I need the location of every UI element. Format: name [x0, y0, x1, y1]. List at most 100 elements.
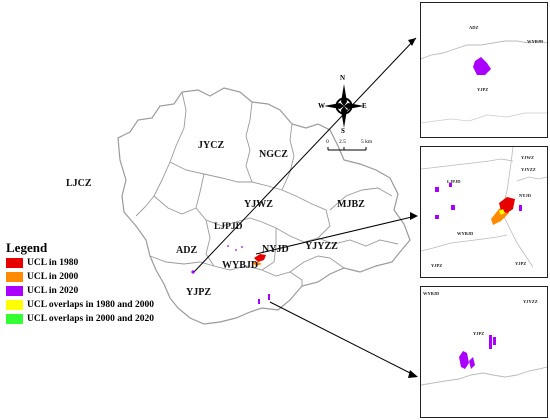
inset-middle-ucl-patch-5 — [519, 205, 522, 211]
inset-map-adz-drawing — [421, 40, 547, 124]
region-label-jycz: JYCZ — [198, 140, 225, 151]
inset-bottom-ucl-patch-3 — [489, 335, 492, 349]
ucl-patch-ljpjd-3 — [241, 246, 243, 248]
north-arrow-icon — [324, 84, 364, 128]
region-label-nyjd: NYJD — [262, 244, 289, 255]
ucl-patch-yjpz-1 — [258, 299, 260, 304]
district-boundary-jycz-south — [169, 161, 283, 191]
inset-map-nyjd-drawing — [421, 147, 547, 268]
legend-label-ucl-1980: UCL in 1980 — [27, 258, 79, 268]
inset-middle-boundary-east — [516, 176, 547, 182]
region-label-ngcz: NGCZ — [259, 149, 288, 160]
compass-west-label: W — [318, 102, 325, 110]
inset-map-nyjd: YJWZ YJYZZ LJPJD NYJD WYBJD YJPZ YJPZ — [420, 146, 548, 278]
scale-label-zero: 0 — [326, 139, 329, 145]
legend-item-ucl-2020: UCL in 2020 — [6, 285, 78, 297]
inset-middle-ucl-patch-overlap — [499, 209, 505, 215]
district-boundary-nyjd — [261, 269, 303, 286]
inset-middle-label-yjwz: YJWZ — [521, 155, 535, 160]
inset-bottom-boundary — [421, 366, 547, 386]
compass-east-label: E — [362, 102, 367, 110]
district-boundary-mjbz — [329, 187, 393, 211]
region-label-yjwz: YJWZ — [244, 199, 273, 210]
compass-north-label: N — [340, 74, 346, 82]
legend-swatch-ucl-2000 — [6, 272, 23, 282]
ucl-patch-ljpjd-1 — [227, 245, 229, 247]
region-label-yjyzz: YJYZZ — [305, 241, 338, 252]
ucl-patch-nyjd-1980 — [254, 254, 266, 262]
leader-arrow-top — [408, 38, 416, 46]
district-boundary-wybjd — [205, 219, 277, 271]
inset-middle-label-yjyzz: YJYZZ — [521, 167, 536, 172]
legend-label-overlap-1980-2000: UCL overlaps in 1980 and 2000 — [27, 300, 154, 310]
inset-map-adz: ADZ WYBJD YJPZ — [420, 2, 548, 138]
district-boundary-ngcz-east — [281, 123, 295, 191]
district-boundary-yjwz — [281, 189, 331, 239]
inset-middle-boundary-north — [421, 158, 514, 170]
legend-title: Legend — [6, 240, 48, 255]
leader-arrow-bottom — [408, 370, 418, 378]
legend-swatch-overlap-1980-2000 — [6, 300, 23, 310]
leader-line-top — [193, 37, 417, 273]
legend-item-ucl-1980: UCL in 1980 — [6, 257, 78, 269]
region-label-ljpjd: LJPJD — [214, 222, 243, 232]
scale-bar — [327, 147, 367, 151]
inset-middle-ucl-patch-4 — [435, 215, 439, 219]
district-boundary-yjpz — [149, 255, 215, 267]
inset-middle-ucl-patch-3 — [451, 205, 455, 210]
inset-top-boundary — [421, 40, 547, 60]
region-label-ljcz: LJCZ — [66, 178, 92, 189]
leader-line-middle — [255, 215, 417, 255]
inset-top-label-yjpz: YJPZ — [477, 87, 489, 92]
legend-swatch-ucl-1980 — [6, 258, 23, 268]
inset-middle-ucl-patch-2 — [449, 183, 452, 187]
inset-middle-label-yjpz-right: YJPZ — [515, 261, 527, 266]
legend-label-overlap-2000-2020: UCL overlaps in 2000 and 2020 — [27, 314, 154, 324]
district-boundary-yjpz-east — [289, 255, 345, 273]
inset-middle-label-nyjd: NYJD — [519, 193, 531, 198]
legend-item-overlap-1980-2000: UCL overlaps in 1980 and 2000 — [6, 299, 154, 311]
region-label-yjpz: YJPZ — [186, 287, 211, 298]
legend-label-ucl-2020: UCL in 2020 — [27, 286, 79, 296]
ucl-patch-ljpjd-2 — [235, 249, 237, 251]
inset-top-label-adz: ADZ — [469, 25, 479, 30]
inset-map-yjpz: WYBJD YJYZZ YJPZ — [420, 286, 548, 418]
district-boundary-adz — [153, 195, 197, 215]
inset-bottom-label-yjpz: YJPZ — [473, 331, 485, 336]
scale-label-mid: 2.5 — [339, 139, 346, 145]
district-boundary-yjyzz — [317, 237, 399, 247]
legend-item-ucl-2000: UCL in 2000 — [6, 271, 78, 283]
legend-swatch-ucl-2020 — [6, 286, 23, 296]
inset-middle-label-ljpjd: LJPJD — [447, 179, 461, 184]
inset-map-yjpz-drawing — [421, 335, 547, 386]
legend-swatch-overlap-2000-2020 — [6, 314, 23, 324]
inset-middle-boundary-south — [421, 234, 508, 252]
district-boundary-jycz-ngcz — [245, 101, 253, 183]
inset-middle-label-wybjd: WYBJD — [457, 231, 474, 236]
ucl-patch-nyjd-2000 — [252, 262, 262, 266]
district-boundary-ljcz-jycz — [135, 91, 187, 217]
region-label-wybjd: WYBJD — [222, 260, 259, 271]
inset-bottom-label-wybjd: WYBJD — [423, 291, 440, 296]
inset-top-ucl-patch — [473, 57, 491, 75]
legend-item-overlap-2000-2020: UCL overlaps in 2000 and 2020 — [6, 313, 154, 325]
ucl-patch-adz — [191, 270, 195, 274]
inset-middle-label-yjpz-left: YJPZ — [431, 263, 443, 268]
inset-top-label-wybjd: WYBJD — [527, 39, 544, 44]
ucl-patch-yjpz-2 — [268, 294, 270, 300]
scale-label-end: 5 km — [361, 139, 373, 145]
region-label-mjbz: MJBZ — [337, 199, 365, 210]
leader-arrow-middle — [410, 212, 418, 220]
inset-bottom-label-yjyzz: YJYZZ — [523, 299, 538, 304]
inset-bottom-ucl-patch-2 — [469, 357, 475, 369]
legend-label-ucl-2000: UCL in 2000 — [27, 272, 79, 282]
inset-top-road — [421, 112, 547, 124]
region-label-adz: ADZ — [176, 245, 198, 256]
inset-bottom-ucl-patch-4 — [493, 337, 496, 345]
study-area-boundary — [117, 87, 411, 325]
inset-bottom-ucl-patch-1 — [459, 351, 469, 369]
inset-middle-ucl-patch-1 — [435, 187, 439, 192]
leader-line-bottom — [269, 301, 417, 377]
